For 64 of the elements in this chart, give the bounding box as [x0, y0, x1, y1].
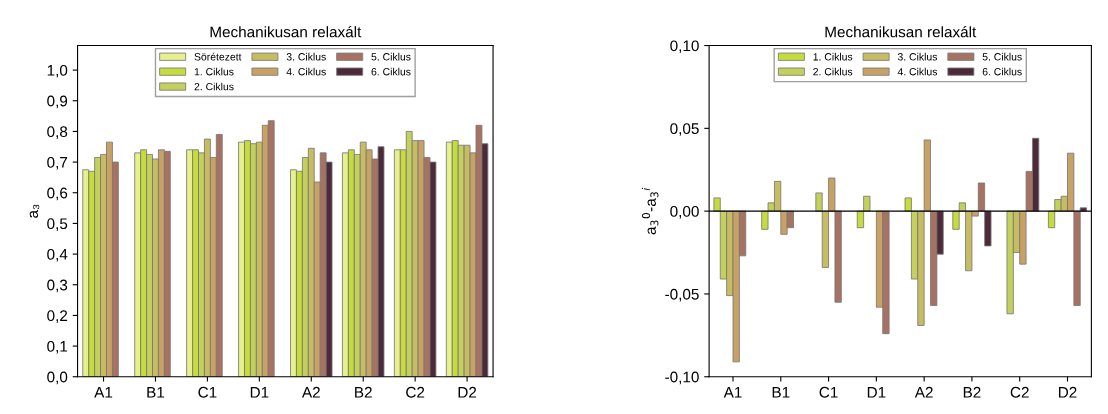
x-tick-label: D1 — [867, 387, 886, 398]
legend-label: 1. Ciklus — [813, 52, 853, 61]
legend-label: 4. Ciklus — [897, 67, 938, 76]
bar — [984, 210, 992, 247]
bar — [856, 210, 865, 229]
y-tick-label: 0,05 — [670, 123, 699, 136]
y-tick-label: 0,2 — [47, 310, 68, 323]
legend-label: 2. Ciklus — [194, 82, 234, 91]
x-tick-label: D2 — [458, 386, 477, 398]
y-tick-label: 0,3 — [47, 279, 68, 293]
bar — [904, 197, 912, 212]
legend-label: 4. Ciklus — [286, 67, 326, 76]
y-tick-label: 1,0 — [47, 64, 68, 78]
x-tick-label: C1 — [198, 386, 217, 398]
y-tick-label: 0,9 — [47, 95, 68, 109]
y-tick-label: -0,05 — [665, 288, 699, 302]
x-tick-label: A2 — [301, 386, 320, 398]
x-tick-label: D2 — [1058, 386, 1077, 398]
legend-label: 3. Ciklus — [897, 52, 938, 61]
legend-label: 6. Ciklus — [982, 67, 1022, 76]
chart-title: Mechanikusan relaxált — [825, 25, 977, 38]
x-tick-label: B2 — [355, 386, 372, 398]
x-tick-label: A2 — [914, 386, 933, 398]
legend-label: 5. Ciklus — [982, 52, 1022, 61]
legend-label: 6. Ciklus — [371, 67, 411, 76]
bar — [952, 210, 960, 230]
x-tick-label: C2 — [406, 386, 425, 398]
y-tick-label: 0,5 — [47, 218, 68, 231]
y-axis-title: a₃ — [29, 204, 40, 218]
y-tick-label: 0,00 — [670, 206, 699, 219]
y-axis-title: a$_{3}$$^{0}$-a$_{3}$$^{i}$ — [641, 187, 659, 235]
bar — [821, 210, 829, 268]
bar — [863, 195, 871, 212]
bar — [977, 182, 986, 212]
x-tick-label: B1 — [772, 387, 790, 398]
y-tick-label: 0,7 — [47, 156, 68, 170]
chart-title: Mechanikusan relaxált — [210, 25, 362, 38]
x-tick-label: B2 — [963, 386, 981, 398]
x-tick-label: B1 — [147, 387, 165, 398]
legend-label: 2. Ciklus — [813, 67, 853, 76]
legend-label: 5. Ciklus — [371, 52, 411, 61]
y-tick-label: 0,1 — [47, 340, 68, 354]
bar — [1047, 210, 1056, 229]
bar — [828, 177, 836, 212]
x-tick-label: D1 — [250, 387, 269, 398]
x-tick-label: A1 — [723, 387, 742, 398]
legend-label: 1. Ciklus — [194, 67, 234, 76]
y-tick-label: 0,6 — [47, 187, 68, 201]
y-tick-label: 0,4 — [47, 248, 68, 262]
y-tick-label: 0,8 — [47, 126, 68, 139]
y-tick-label: -0,10 — [665, 371, 699, 385]
y-tick-label: 0,10 — [670, 40, 699, 54]
legend-label: Sörétezett — [194, 52, 242, 61]
legend-label: 3. Ciklus — [286, 52, 326, 61]
y-tick-label: 0,0 — [47, 371, 68, 385]
bar — [923, 139, 931, 212]
x-tick-label: C2 — [1010, 386, 1029, 398]
bar — [761, 210, 769, 230]
bar — [1073, 210, 1081, 306]
x-tick-label: A1 — [94, 387, 113, 398]
x-tick-label: C1 — [819, 386, 838, 398]
bar — [815, 192, 823, 212]
bar — [834, 210, 842, 303]
bar — [713, 197, 721, 212]
